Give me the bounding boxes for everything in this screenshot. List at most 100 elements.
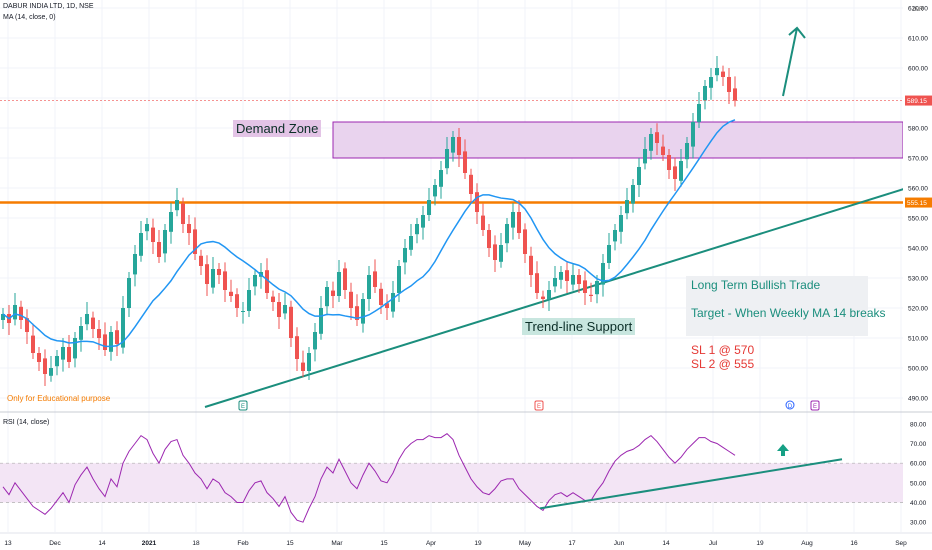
candle-body — [229, 291, 233, 296]
time-tick-label: 14 — [98, 540, 106, 547]
candle-body — [199, 255, 203, 266]
candle-body — [385, 303, 389, 308]
price-tick-label: 600.00 — [908, 66, 928, 73]
ma-legend[interactable]: MA (14, close, 0) — [3, 14, 56, 21]
candle-body — [469, 174, 473, 194]
candle-body — [541, 296, 545, 299]
price-tick-label: 560.00 — [908, 186, 928, 193]
rsi-up-arrow — [777, 444, 789, 456]
time-tick-label: 16 — [850, 540, 858, 547]
candle-body — [115, 330, 119, 344]
event-marker-label: E — [537, 404, 541, 410]
candle-body — [457, 137, 461, 155]
price-tick-label: 610.00 — [908, 36, 928, 43]
event-marker-e — [238, 400, 248, 411]
candle-body — [421, 215, 425, 228]
candle-body — [565, 270, 569, 281]
candle-body — [373, 271, 377, 287]
last-price-tag-bg — [905, 95, 932, 106]
rsi-tick-label: 30.00 — [910, 520, 927, 527]
candle-body — [559, 272, 563, 280]
time-tick-label: Sep — [895, 540, 907, 547]
rsi-legend[interactable]: RSI (14, close) — [3, 419, 50, 426]
candle-body — [193, 229, 197, 254]
candle-body — [673, 166, 677, 179]
candle-body — [331, 290, 335, 296]
price-tick-label: 490.00 — [908, 396, 928, 403]
event-marker-label: D — [788, 404, 793, 410]
candle-body — [667, 155, 671, 170]
time-tick-label: 19 — [756, 540, 764, 547]
candle-body — [415, 224, 419, 235]
rsi-tick-label: 70.00 — [910, 441, 927, 448]
price-tick-label: 580.00 — [908, 126, 928, 133]
candle-body — [31, 335, 35, 353]
candle-body — [235, 294, 239, 308]
target-note: Target - When Weekly MA 14 breaks — [691, 306, 886, 320]
candle-body — [325, 287, 329, 307]
time-tick-label: Jul — [709, 540, 718, 547]
candle-body — [607, 245, 611, 263]
price-tick-label: 540.00 — [908, 246, 928, 253]
candle-body — [109, 332, 113, 352]
candle-body — [169, 212, 173, 232]
candle-body — [295, 336, 299, 359]
time-axis: 13 Dec 14 2021 18 Feb 15 Mar 15 Apr 19 May 17 Jun 14 Ju… — [0, 532, 932, 547]
candle-body — [103, 334, 107, 350]
rsi-trendline — [539, 458, 843, 510]
trendline-support-label: Trend-line Support — [522, 318, 636, 335]
event-marker-e — [534, 400, 544, 411]
candle-body — [637, 167, 641, 185]
time-tick-label: 19 — [474, 540, 482, 547]
candle-body — [643, 149, 647, 164]
candle-body — [553, 278, 557, 287]
candle-body — [361, 299, 365, 324]
candle-body — [37, 353, 41, 362]
candle-body — [355, 306, 359, 320]
sl1-note: SL 1 @ 570 — [691, 343, 755, 357]
time-tick-label: Apr — [426, 540, 437, 547]
price-axis: 620.00610.00600.00590.00580.00570.00560.… — [0, 5, 932, 403]
time-tick-label: Mar — [331, 540, 343, 547]
candle-body — [79, 326, 83, 340]
candle-body — [313, 332, 317, 350]
rsi-axis-bg — [903, 413, 932, 533]
price-tick-label: 520.00 — [908, 306, 928, 313]
demand-zone-box — [332, 121, 904, 159]
price-tick-label: 510.00 — [908, 336, 928, 343]
candle-body — [223, 271, 227, 290]
price-tick-label: 570.00 — [908, 156, 928, 163]
candle-body — [571, 275, 575, 285]
candle-body — [187, 224, 191, 233]
candle-body — [271, 296, 275, 302]
candle-body — [709, 77, 713, 88]
candle-body — [451, 137, 455, 153]
candle-body — [85, 314, 89, 325]
candle-body — [547, 290, 551, 299]
candle-body — [349, 291, 353, 308]
target-arrow — [782, 26, 806, 97]
candle-body — [91, 317, 95, 329]
candle-body — [655, 132, 659, 143]
time-tick-label: 15 — [380, 540, 388, 547]
bullish-title: Long Term Bullish Trade — [691, 278, 821, 292]
support-price-tag-bg — [905, 197, 932, 208]
trade-note-box: Long Term Bullish Trade Target - When We… — [686, 276, 886, 336]
candle-body — [685, 143, 689, 160]
candle-body — [703, 86, 707, 101]
time-tick-label: 14 — [662, 540, 670, 547]
candle-body — [505, 224, 509, 244]
candle-body — [67, 347, 71, 362]
rsi-tick-label: 40.00 — [910, 500, 927, 507]
candle-body — [151, 227, 155, 242]
candle-body — [715, 68, 719, 76]
candle-body — [49, 368, 53, 376]
candle-body — [19, 306, 23, 320]
time-tick-label: Dec — [49, 540, 61, 547]
candle-body — [163, 230, 167, 254]
candle-body — [697, 104, 701, 122]
price-tick-label: 620.00 — [908, 6, 928, 13]
price-tick-label: 500.00 — [908, 366, 928, 373]
candle-body — [391, 293, 395, 312]
